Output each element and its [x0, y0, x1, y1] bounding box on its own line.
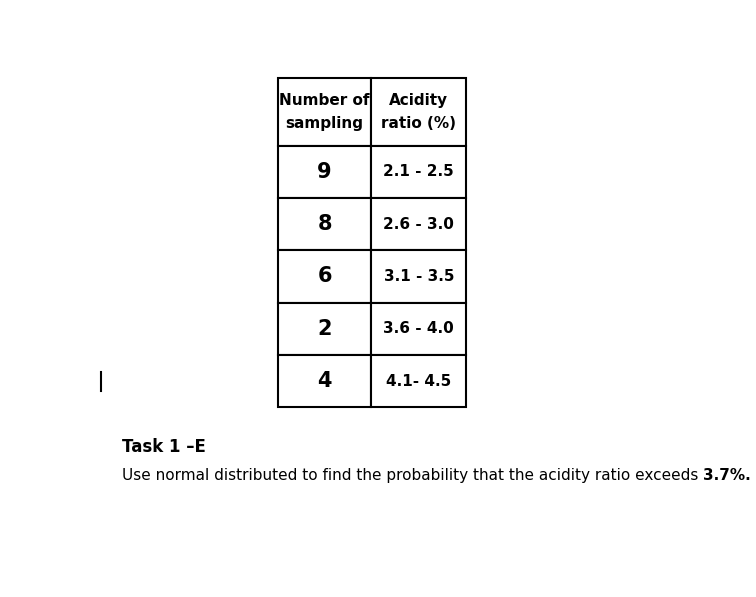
Text: 2.6 - 3.0: 2.6 - 3.0 — [383, 217, 454, 232]
Text: 4.1- 4.5: 4.1- 4.5 — [386, 374, 451, 389]
Text: 9: 9 — [318, 162, 332, 181]
Text: 8: 8 — [318, 214, 332, 234]
Text: sampling: sampling — [286, 116, 364, 131]
Text: 6: 6 — [318, 266, 332, 287]
Text: 3.1 - 3.5: 3.1 - 3.5 — [383, 269, 454, 284]
Text: 3.7%.: 3.7%. — [703, 467, 751, 482]
Text: 2.1 - 2.5: 2.1 - 2.5 — [383, 164, 454, 179]
Text: 4: 4 — [318, 371, 332, 391]
Text: Acidity: Acidity — [389, 93, 448, 107]
Text: Use normal distributed to find the probability that the acidity ratio exceeds: Use normal distributed to find the proba… — [122, 467, 703, 482]
Text: 3.6 - 4.0: 3.6 - 4.0 — [383, 321, 454, 336]
Text: Number of: Number of — [280, 93, 370, 107]
Text: ratio (%): ratio (%) — [381, 116, 457, 131]
Text: Task 1 –E: Task 1 –E — [122, 438, 206, 456]
Text: 2: 2 — [318, 319, 332, 339]
